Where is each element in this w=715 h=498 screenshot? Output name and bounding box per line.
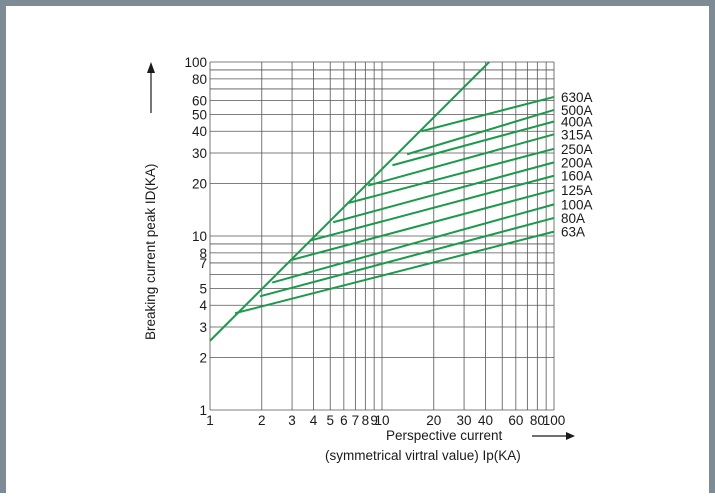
series-label-630A: 630A xyxy=(561,90,593,105)
curve-labels: 63A80A100A125A160A200A250A315A400A500A63… xyxy=(561,90,593,240)
series-label-315A: 315A xyxy=(561,127,593,142)
x-tick-label: 6 xyxy=(340,413,348,428)
y-tick-label: 30 xyxy=(192,146,207,161)
x-tick-label: 1 xyxy=(206,413,214,428)
series-line-630A xyxy=(421,95,555,133)
x-tick-label: 10 xyxy=(374,413,389,428)
x-tick-label: 80 xyxy=(530,413,545,428)
x-tick-label: 40 xyxy=(478,413,493,428)
y-tick-label: 60 xyxy=(192,94,207,109)
series-line-63A xyxy=(234,230,555,315)
y-tick-label: 3 xyxy=(199,320,207,335)
x-axis-arrow xyxy=(532,432,575,440)
x-tick-label: 60 xyxy=(508,413,523,428)
y-tick-label: 5 xyxy=(199,281,207,296)
x-tick-label: 100 xyxy=(543,413,566,428)
y-tick-label: 8 xyxy=(199,246,207,261)
x-tick-label: 5 xyxy=(326,413,334,428)
series-line-250A xyxy=(348,147,555,204)
x-tick-label: 2 xyxy=(258,413,266,428)
series-label-500A: 500A xyxy=(561,103,593,118)
y-tick-label: 10 xyxy=(192,229,207,244)
series-line-100A xyxy=(271,203,555,284)
curves xyxy=(209,61,555,342)
series-line-80A xyxy=(259,216,555,298)
y-tick-label: 20 xyxy=(192,177,207,192)
y-tick-label: 80 xyxy=(192,72,207,87)
x-tick-label: 8 xyxy=(362,413,370,428)
y-axis-label: Breaking current peak ID(KA) xyxy=(143,164,158,340)
series-line-400A xyxy=(392,120,555,167)
series-label-80A: 80A xyxy=(561,211,585,226)
y-axis-arrow xyxy=(147,62,155,113)
y-tick-label: 40 xyxy=(192,124,207,139)
y-tick-label: 1 xyxy=(199,403,207,418)
series-line-125A xyxy=(291,188,555,261)
series-label-63A: 63A xyxy=(561,225,585,240)
series-label-160A: 160A xyxy=(561,169,593,184)
x-tick-label: 30 xyxy=(457,413,472,428)
x-tick-label: 4 xyxy=(310,413,318,428)
series-label-200A: 200A xyxy=(561,155,593,170)
y-tick-label: 7 xyxy=(199,256,207,271)
series-label-100A: 100A xyxy=(561,197,593,212)
series-line-200A xyxy=(332,161,555,224)
series-line-160A xyxy=(309,174,555,242)
series-label-125A: 125A xyxy=(561,183,593,198)
x-tick-label: 7 xyxy=(352,413,360,428)
y-tick-label: 100 xyxy=(184,55,207,70)
x-axis-label-line2: (symmetrical virtral value) Ip(KA) xyxy=(325,448,521,463)
series-label-250A: 250A xyxy=(561,142,593,157)
series-line-315A xyxy=(367,133,555,187)
y-tick-label: 50 xyxy=(192,107,207,122)
x-tick-label: 3 xyxy=(288,413,296,428)
y-tick-label: 2 xyxy=(199,351,207,366)
series-label-400A: 400A xyxy=(561,115,593,130)
x-tick-label: 9 xyxy=(370,413,378,428)
envelope-line xyxy=(209,61,490,342)
x-axis-label-line1: Perspective current xyxy=(386,428,503,443)
series-line-500A xyxy=(406,109,555,156)
y-tick-label: 4 xyxy=(199,298,207,313)
x-tick-label: 20 xyxy=(426,413,441,428)
